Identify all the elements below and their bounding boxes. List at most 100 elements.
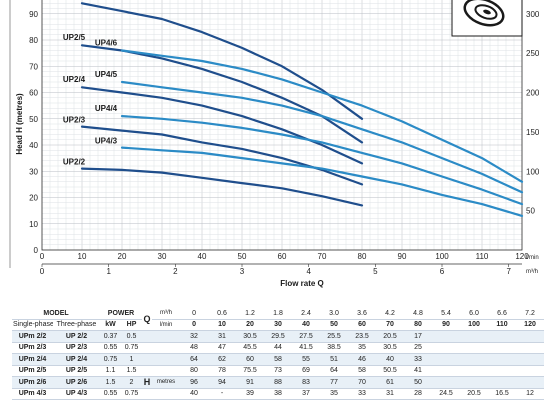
header-power: POWER	[100, 308, 143, 320]
header-metres: metres	[152, 376, 181, 389]
y-tick: 90	[29, 10, 38, 19]
head-value: 83	[292, 376, 321, 389]
curve-up2-6	[80, 2, 364, 120]
power-hp: 0.75	[121, 388, 143, 400]
head-value: 38.5	[320, 342, 349, 354]
power-kw: 1.1	[100, 365, 121, 377]
model-single-phase: UPm 2/3	[12, 342, 53, 354]
head-value: 39	[236, 388, 265, 400]
y2-tick: 150	[526, 128, 540, 137]
x-tick-m3h: 6	[440, 267, 445, 276]
q-m3h-value: 4.8	[404, 308, 433, 320]
head-value	[488, 376, 517, 389]
y-tick: 10	[29, 220, 38, 229]
x-tick-m3h: 2	[173, 267, 178, 276]
unit-spacer	[152, 342, 181, 354]
head-value: 38	[264, 388, 293, 400]
head-value: 27.5	[292, 330, 321, 343]
head-value	[460, 376, 489, 389]
power-hp: 0.5	[121, 330, 143, 343]
head-value: 30.5	[376, 342, 405, 354]
x-tick-lmin: 100	[435, 252, 449, 261]
curve-up4-6	[120, 49, 524, 183]
curve-up2-4	[80, 86, 364, 165]
head-value: 62	[208, 353, 237, 366]
head-value: 35	[348, 342, 377, 354]
x-tick-lmin: 70	[318, 252, 327, 261]
q-m3h-value: 0	[180, 308, 209, 320]
head-value: 69	[292, 365, 321, 377]
power-hp: 1	[121, 353, 143, 366]
table-row: UPm 2/4 UP 2/4 0.75 1 64 62 60 58 55 51 46 40 33	[12, 353, 545, 366]
head-value: 51	[320, 353, 349, 366]
y-tick: 50	[29, 115, 38, 124]
head-value: 77	[320, 376, 349, 389]
x-tick-lmin: 60	[278, 252, 287, 261]
h-spacer	[142, 330, 153, 343]
head-value: 28	[404, 388, 433, 400]
header-hp: HP	[121, 319, 143, 331]
q-m3h-value: 1.8	[264, 308, 293, 320]
head-value: 70	[348, 376, 377, 389]
head-value: 12	[516, 388, 545, 400]
x-tick-lmin: 50	[238, 252, 247, 261]
head-value	[516, 353, 545, 366]
q-lmin-value: 70	[376, 319, 405, 331]
head-value	[516, 330, 545, 343]
x-tick-m3h: 4	[306, 267, 311, 276]
x-tick-lmin: 40	[198, 252, 207, 261]
x-tick-lmin: 80	[358, 252, 367, 261]
h-spacer	[142, 353, 153, 366]
q-lmin-value: 0	[180, 319, 209, 331]
head-value	[460, 342, 489, 354]
head-value: 50.5	[376, 365, 405, 377]
head-value: 29.5	[264, 330, 293, 343]
x-tick-lmin: 90	[398, 252, 407, 261]
table-subheader-row: Single-phase Three-phase kW HP l/min 0 10 20 30 4…	[12, 319, 545, 331]
y2-tick: 50	[526, 207, 535, 216]
x-axis-title: Flow rate Q	[280, 279, 324, 288]
head-value: 88	[264, 376, 293, 389]
head-value: 20.5	[376, 330, 405, 343]
head-value: 37	[292, 388, 321, 400]
head-value: 31	[208, 330, 237, 343]
q-lmin-value: 10	[208, 319, 237, 331]
curve-up4-4	[120, 115, 524, 206]
header-q: Q	[142, 308, 153, 331]
head-value	[460, 365, 489, 377]
head-value: 91	[236, 376, 265, 389]
head-value: 20.5	[460, 388, 489, 400]
q-m3h-value: 0.6	[208, 308, 237, 320]
q-m3h-value: 6.6	[488, 308, 517, 320]
head-value: 23.5	[348, 330, 377, 343]
x-tick-lmin: 0	[40, 252, 45, 261]
x-tick-m3h: 0	[40, 267, 45, 276]
y2-tick: 300	[526, 10, 540, 19]
head-value	[516, 376, 545, 389]
head-value: 96	[180, 376, 209, 389]
head-value: -	[208, 388, 237, 400]
head-value: 73	[264, 365, 293, 377]
head-value: 44	[264, 342, 293, 354]
q-m3h-value: 3.0	[320, 308, 349, 320]
power-hp: 1.5	[121, 365, 143, 377]
curve-label-up2-3: UP2/3	[63, 116, 86, 125]
q-lmin-value: 60	[348, 319, 377, 331]
head-value: 60	[236, 353, 265, 366]
head-value	[460, 330, 489, 343]
q-m3h-value: 1.2	[236, 308, 265, 320]
unit-spacer	[152, 365, 181, 377]
head-value: 24.5	[432, 388, 461, 400]
head-value: 33	[348, 388, 377, 400]
model-single-phase: UPm 2/4	[12, 353, 53, 366]
head-value	[432, 353, 461, 366]
y-tick: 60	[29, 89, 38, 98]
head-value: 31	[376, 388, 405, 400]
table-row: UPm 2/5 UP 2/5 1.1 1.5 80 78 75.5 73 69 64 58 50.5 4…	[12, 365, 545, 377]
x-tick-lmin: 10	[78, 252, 87, 261]
q-lmin-value: 90	[432, 319, 461, 331]
power-kw: 1.5	[100, 376, 121, 389]
